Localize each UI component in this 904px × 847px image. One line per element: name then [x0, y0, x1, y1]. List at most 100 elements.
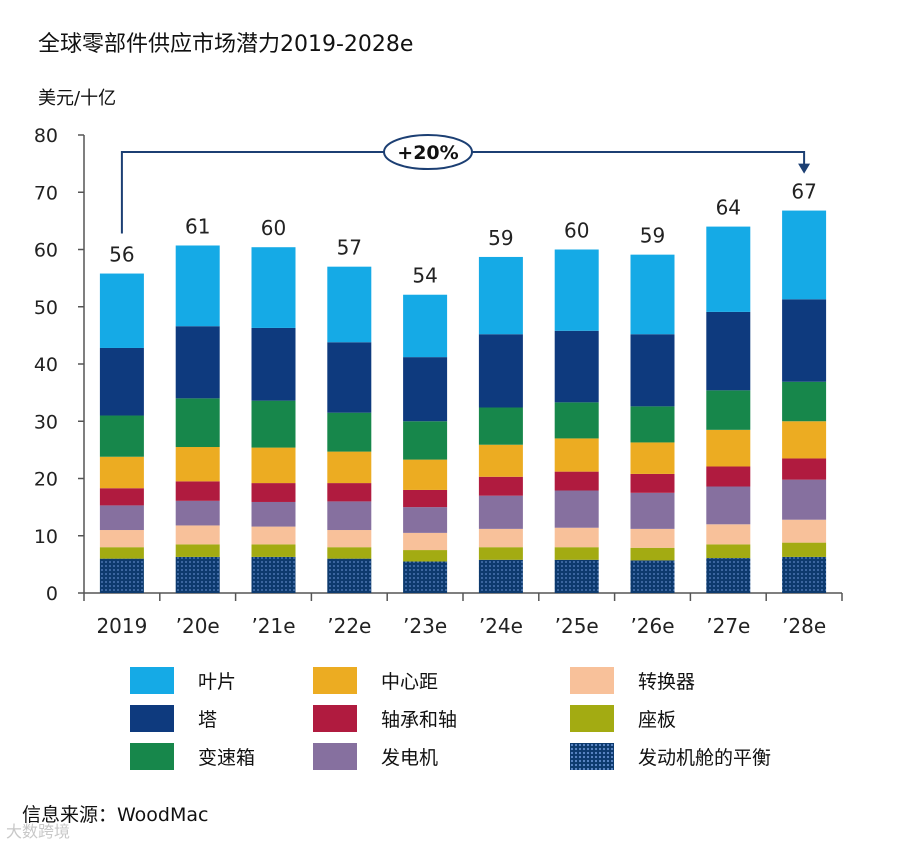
bar-segment	[706, 226, 751, 312]
bar-segment	[630, 547, 675, 561]
bar-segment	[403, 507, 448, 533]
bar-segment	[478, 528, 523, 548]
legend-label: 中心距	[381, 670, 439, 693]
y-tick-label: 0	[46, 583, 58, 605]
x-tick-label: ’26e	[630, 614, 674, 638]
bar-segment	[554, 559, 599, 593]
legend-label: 叶片	[198, 670, 237, 693]
x-tick-label: ’23e	[403, 614, 447, 638]
bar-segment	[327, 530, 372, 548]
bar-segment	[403, 489, 448, 508]
bar-segment	[327, 412, 372, 452]
bar-segment	[630, 406, 675, 443]
bar-segment	[175, 544, 220, 557]
legend-label: 发电机	[381, 746, 439, 769]
x-tick-label: ’25e	[555, 614, 599, 638]
legend-item-blades: 叶片	[130, 665, 236, 695]
bar-segment	[175, 326, 220, 399]
y-axis-unit-label: 美元/十亿	[38, 88, 117, 109]
bar-segment	[782, 542, 827, 557]
y-tick-label: 50	[34, 297, 58, 319]
bar-segment	[782, 556, 827, 593]
bar-segment	[630, 560, 675, 593]
bar-segment	[175, 447, 220, 482]
bar-segment	[782, 299, 827, 382]
legend-swatch	[313, 704, 357, 732]
bar-segment	[630, 492, 675, 529]
bar-segment	[251, 327, 296, 401]
bar-segment	[251, 483, 296, 502]
bar-segment	[630, 254, 675, 335]
bar-segment	[99, 558, 144, 593]
y-tick-label: 40	[34, 354, 58, 376]
legend-item-hub: 中心距	[313, 665, 438, 695]
legend-item-generator: 发电机	[313, 741, 438, 771]
bar-segment	[554, 471, 599, 491]
bar-segment	[99, 347, 144, 416]
bar-segment	[478, 256, 523, 335]
bar-segment	[251, 501, 296, 527]
bar-segment	[706, 390, 751, 430]
bar-segment	[630, 334, 675, 407]
watermark: 大数跨境	[6, 822, 71, 841]
total-label: 56	[109, 243, 134, 267]
bars	[99, 210, 827, 593]
bar-segment	[175, 245, 220, 327]
bar-segment	[327, 483, 372, 502]
total-label: 54	[412, 264, 437, 288]
legend-label: 变速箱	[198, 746, 256, 769]
bar-segment	[706, 558, 751, 593]
bar-segment	[327, 266, 372, 343]
bar-segment	[251, 400, 296, 448]
growth-bracket-line	[120, 151, 806, 234]
x-tick-label: ’27e	[706, 614, 750, 638]
bar-segment	[478, 559, 523, 593]
growth-annotation: +20%	[120, 134, 811, 234]
total-label: 64	[716, 196, 741, 220]
x-tick-label: ’22e	[327, 614, 371, 638]
bar-segment	[782, 458, 827, 480]
bar-segment	[554, 547, 599, 560]
bar-segment	[99, 273, 144, 348]
y-tick-label: 10	[34, 526, 58, 548]
bar-segment	[554, 490, 599, 528]
y-tick-label: 80	[34, 125, 58, 147]
bar-segment	[251, 247, 296, 328]
bar-segment	[327, 547, 372, 559]
total-label: 57	[337, 236, 362, 260]
y-tick-label: 70	[34, 182, 58, 204]
x-tick-label: ’21e	[251, 614, 295, 638]
bar-segment	[403, 459, 448, 490]
bar-segment	[99, 456, 144, 489]
bar-segment	[251, 544, 296, 557]
bar-segment	[706, 524, 751, 545]
source-note: 信息来源：WoodMac	[22, 804, 209, 826]
y-tick-label: 30	[34, 411, 58, 433]
x-tick-label: ’28e	[782, 614, 826, 638]
total-label: 59	[488, 226, 513, 250]
bar-segment	[327, 501, 372, 531]
total-label: 60	[261, 216, 286, 240]
legend-swatch	[570, 704, 614, 732]
bar-segment	[403, 294, 448, 358]
bar-segment	[99, 547, 144, 559]
bar-segment	[403, 421, 448, 460]
bar-segment	[782, 210, 827, 300]
legend-swatch	[570, 666, 614, 694]
bar-segment	[554, 330, 599, 403]
bar-segment	[99, 530, 144, 548]
legend-item-gearbox: 变速箱	[130, 741, 255, 771]
x-tick-label: 2019	[96, 614, 147, 638]
legend-item-bearings-shafts: 轴承和轴	[313, 703, 457, 733]
bar-segment	[99, 505, 144, 531]
bar-segment	[99, 415, 144, 457]
legend-label: 发动机舱的平衡	[638, 746, 772, 769]
bar-segment	[175, 500, 220, 526]
bar-segment	[706, 429, 751, 467]
bar-segment	[251, 526, 296, 545]
bar-segment	[554, 249, 599, 331]
bar-segment	[478, 495, 523, 529]
bar-segment	[630, 528, 675, 548]
bar-segment	[403, 532, 448, 551]
bar-segment	[175, 525, 220, 545]
